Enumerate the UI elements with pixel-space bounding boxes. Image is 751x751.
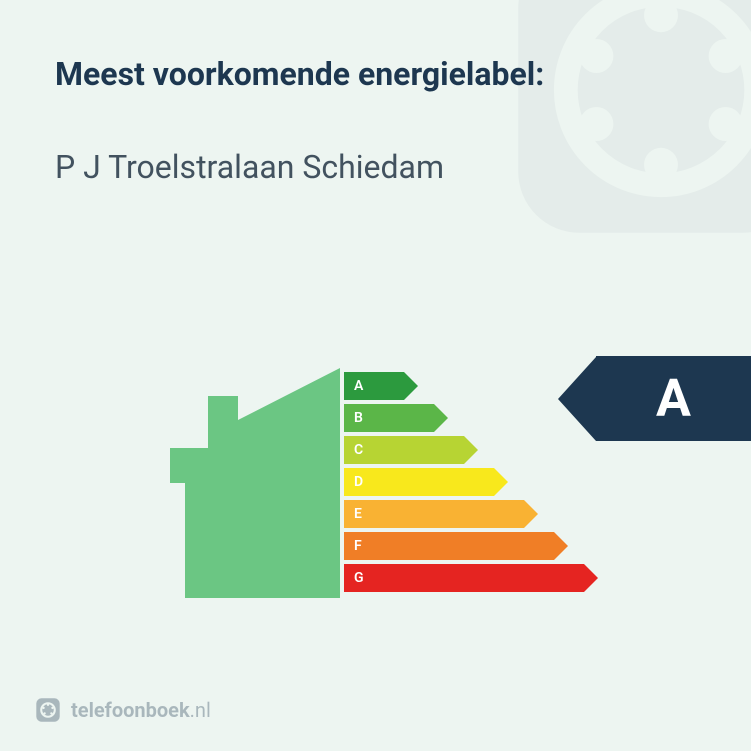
page-title: Meest voorkomende energielabel: — [55, 55, 696, 93]
bar-label: G — [344, 564, 584, 592]
brand-name-bold: telefoonboek — [71, 698, 190, 722]
footer-brand: telefoonboek.nl — [35, 697, 211, 723]
brand-name-light: .nl — [190, 698, 211, 722]
page-subtitle: P J Troelstralaan Schiedam — [55, 148, 696, 186]
house-icon — [170, 368, 340, 598]
result-label: A — [656, 368, 691, 429]
bar-label: A — [344, 372, 404, 400]
bar-label: B — [344, 404, 434, 432]
result-badge: A — [558, 356, 751, 441]
energy-label-chart: ABCDEFG — [170, 350, 590, 630]
bar-label: D — [344, 468, 494, 496]
bar-label: F — [344, 532, 554, 560]
bar-label: E — [344, 500, 524, 528]
bar-label: C — [344, 436, 464, 464]
brand-icon — [35, 697, 61, 723]
